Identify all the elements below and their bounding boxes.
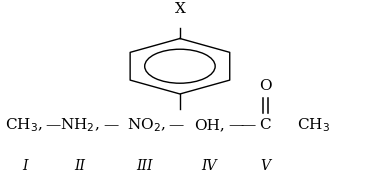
Text: —: — bbox=[168, 118, 184, 132]
Text: IV: IV bbox=[201, 159, 217, 173]
Text: NH$_2$,: NH$_2$, bbox=[60, 117, 99, 134]
Text: CH$_3$,: CH$_3$, bbox=[5, 117, 43, 134]
Text: O: O bbox=[259, 79, 272, 93]
Text: V: V bbox=[260, 159, 270, 173]
Text: NO$_2$,: NO$_2$, bbox=[127, 117, 166, 134]
Text: III: III bbox=[137, 159, 153, 173]
Text: —: — bbox=[240, 118, 256, 132]
Text: C: C bbox=[259, 118, 271, 132]
Text: —: — bbox=[103, 118, 118, 132]
Text: —: — bbox=[228, 118, 243, 132]
Text: OH,: OH, bbox=[194, 118, 225, 132]
Text: CH$_3$: CH$_3$ bbox=[297, 117, 330, 134]
Text: II: II bbox=[74, 159, 85, 173]
Text: X: X bbox=[174, 2, 186, 16]
Text: —: — bbox=[45, 118, 60, 132]
Text: I: I bbox=[23, 159, 28, 173]
